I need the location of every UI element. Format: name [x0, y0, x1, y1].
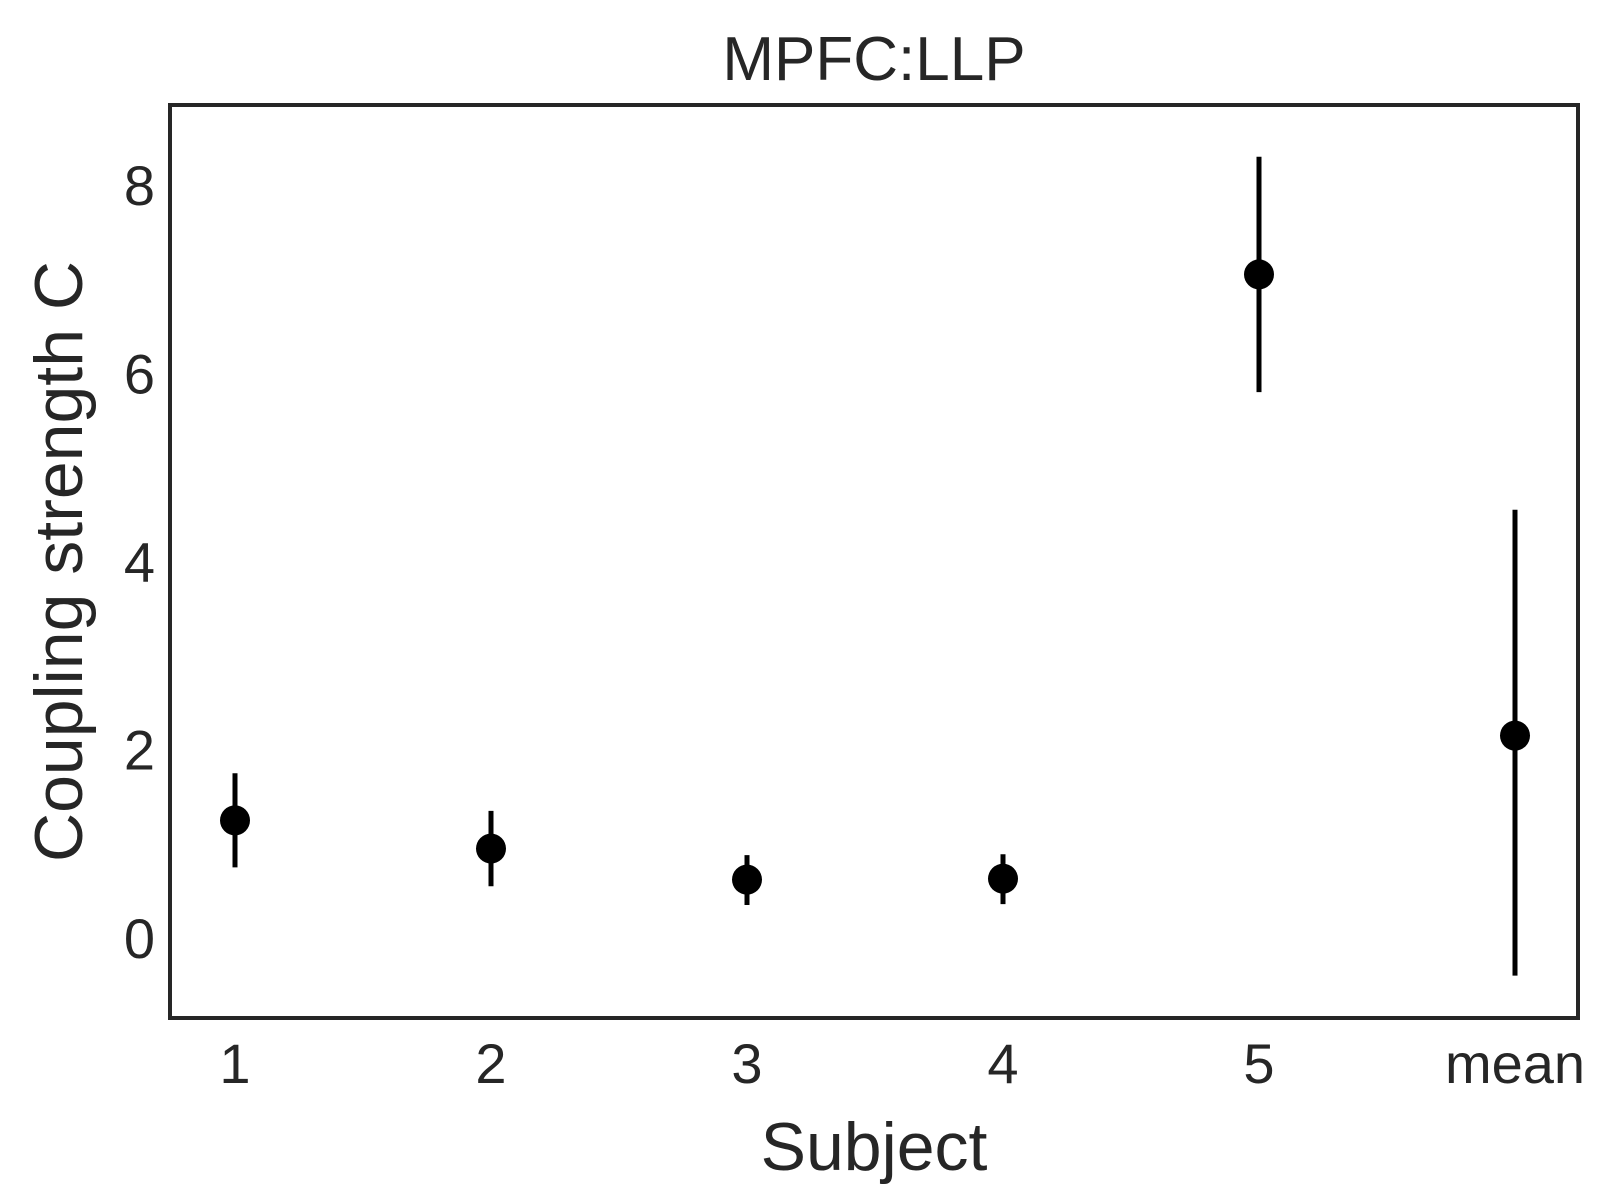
data-point-mean: [1500, 720, 1530, 751]
x-tick-label: 4: [987, 1032, 1018, 1095]
data-point-3: [732, 864, 762, 895]
y-tick-label: 6: [124, 342, 155, 405]
y-tick-label: 2: [124, 719, 155, 782]
x-axis-label: Subject: [761, 1109, 988, 1185]
data-point-1: [220, 805, 250, 836]
x-tick-label: mean: [1445, 1032, 1585, 1095]
chart-title: MPFC:LLP: [722, 25, 1025, 94]
x-tick-labels: 1 2 3 4 5 mean: [219, 1032, 1585, 1095]
y-axis-label: Coupling strength C: [21, 261, 97, 862]
x-tick-label: 2: [475, 1032, 506, 1095]
plot-frame: [168, 103, 1580, 1020]
x-tick-label: 5: [1243, 1032, 1274, 1095]
data-point-2: [476, 833, 506, 864]
y-tick-labels: 0 2 4 6 8: [124, 154, 155, 970]
y-tick-label: 8: [124, 154, 155, 217]
data-point-4: [988, 863, 1018, 894]
data-marks: [220, 156, 1530, 976]
x-tick-label: 1: [219, 1032, 250, 1095]
x-tick-label: 3: [731, 1032, 762, 1095]
y-tick-label: 0: [124, 907, 155, 970]
data-point-5: [1244, 259, 1274, 290]
y-tick-label: 4: [124, 531, 155, 594]
